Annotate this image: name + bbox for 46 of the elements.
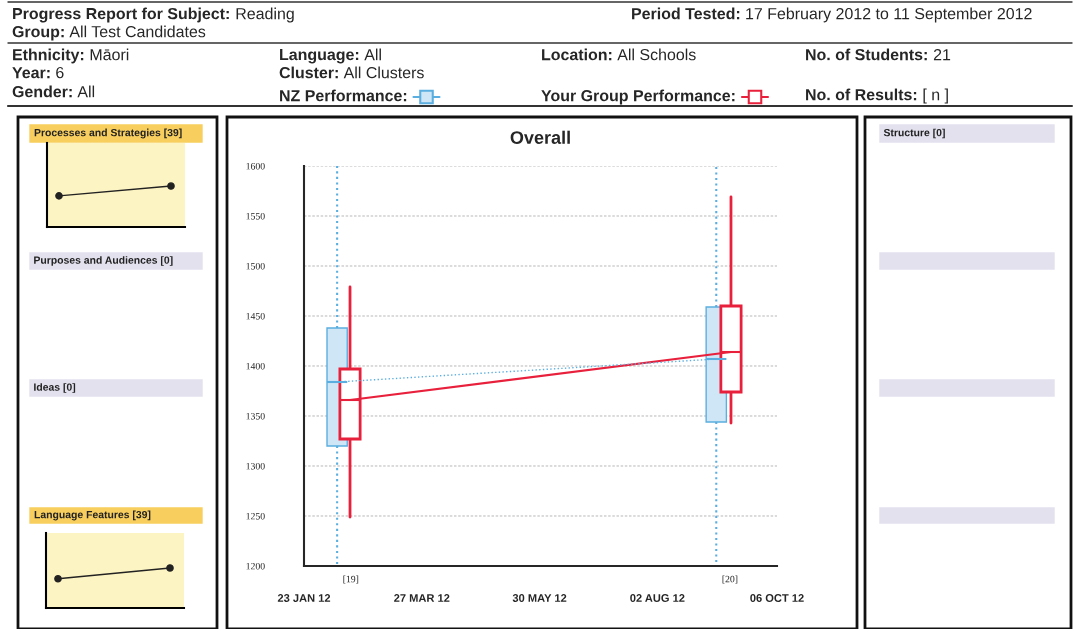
text: No. of Students: (806, 48, 927, 61)
text: Purposes and Audiences [0] (34, 256, 173, 266)
text: Ideas [0] (34, 383, 76, 393)
text: Māori (90, 48, 129, 61)
text: Gender: (12, 85, 72, 98)
annotation: [20] (722, 575, 738, 584)
text: All Test Candidates (69, 25, 206, 38)
text: Cluster: (279, 66, 338, 79)
x-tick-label: 23 JAN 12 (277, 594, 331, 602)
y-tick-label: 1400 (246, 362, 265, 370)
y-tick-label: 1300 (246, 462, 265, 470)
text: All Schools (617, 48, 696, 61)
legend-label: NZ Performance: (280, 89, 407, 102)
y-tick-label: 1450 (246, 312, 265, 320)
y-tick-label: 1500 (246, 262, 265, 270)
text: All (77, 85, 95, 98)
text: Period Tested: (632, 7, 740, 20)
annotation: [19] (343, 575, 359, 584)
y-tick-label: 1550 (246, 212, 265, 220)
x-tick-label: 30 MAY 12 (512, 594, 567, 602)
chart-title: Overall (510, 130, 570, 144)
x-tick-label: 27 MAR 12 (394, 594, 450, 602)
legend-label: Your Group Performance: (541, 89, 735, 105)
text: Reading (236, 7, 294, 23)
text: [ n ] (923, 88, 948, 104)
text: 17 February 2012 to 11 September 2012 (746, 7, 1032, 23)
y-tick-label: 1250 (246, 512, 265, 520)
text: No. of Results: (806, 88, 917, 101)
text: All (364, 48, 381, 61)
chart-title: Language Features [39] (34, 510, 151, 521)
x-tick-label: 06 OCT 12 (750, 594, 804, 602)
text: 21 (933, 48, 951, 61)
y-tick-label: 1600 (246, 162, 265, 170)
y-tick-label: 1200 (246, 562, 265, 570)
text: Year: (12, 67, 50, 79)
text: Structure [0] (883, 128, 945, 139)
x-tick-label: 02 AUG 12 (630, 594, 685, 602)
text: 6 (56, 66, 64, 79)
text: Location: (542, 48, 612, 61)
text: All Clusters (343, 66, 424, 79)
y-tick-label: 1350 (246, 412, 265, 420)
chart-title: Processes and Strategies [39] (34, 128, 182, 139)
text: Group: (12, 25, 64, 41)
text: Ethnicity: (13, 48, 84, 64)
text: Progress Report for Subject: (13, 7, 229, 23)
text: Language: (280, 49, 359, 64)
